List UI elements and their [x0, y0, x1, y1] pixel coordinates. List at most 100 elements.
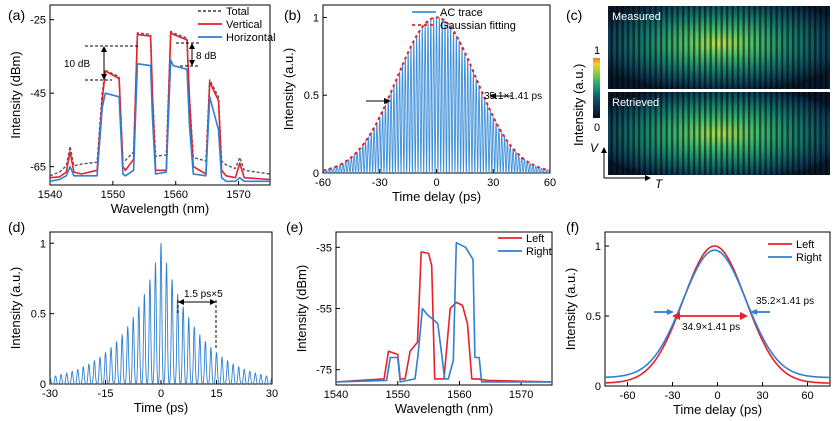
panel-a-annotation-8db: 8 dB	[176, 42, 217, 67]
b-xtick-label: -30	[372, 177, 388, 189]
a-ytick-label: -65	[30, 162, 46, 174]
f-legend-label: Left	[796, 239, 814, 251]
e-ytick-label: -75	[316, 365, 332, 377]
panel-e: (e) 1540 1550 1560 1570 -35 -55 -75 Wavelength …	[286, 219, 553, 416]
panel-a-annotation-10db: 10 dB	[64, 45, 138, 81]
heatmap-retrieved: Retrieved	[608, 92, 830, 175]
panel-e-label: (e)	[286, 219, 303, 235]
heatmap-measured-fringes	[608, 6, 830, 89]
a-arrowhead-down	[101, 74, 107, 80]
d-arrowhead-right	[210, 299, 216, 305]
panel-e-axes: 1540 1550 1560 1570 -35 -55 -75 Wavelength (nm)…	[294, 231, 553, 416]
panel-b-axes: -60 -30 0 30 60 0 0.5 1 Time delay (ps) Intensity…	[281, 4, 556, 204]
a-series-total	[49, 30, 271, 177]
colorbar-tick-1: 1	[594, 45, 600, 57]
panel-f-series	[605, 245, 831, 384]
b-ytick-label: 1	[313, 12, 319, 24]
a-arrowhead-up-2	[189, 43, 195, 49]
b-ylabel: Intensity (a.u.)	[281, 48, 296, 130]
f-annotation-left: 34.9×1.41 ps	[682, 322, 740, 333]
f-blue-arrowhead-right	[750, 309, 757, 315]
a-xtick-label: 1560	[163, 189, 187, 201]
f-blue-arrowhead-left	[667, 309, 674, 315]
e-legend-label: Left	[526, 233, 544, 245]
c-t-arrowhead	[645, 175, 651, 181]
b-arrowhead-left	[384, 98, 391, 104]
panel-a-axes: 1540 1550 1560 1570 -25 -45 -65 Wavelength (nm)…	[8, 4, 271, 216]
e-ytick-label: -35	[316, 242, 332, 254]
b-xlabel: Time delay (ps)	[392, 189, 481, 204]
panel-b-annotation: 35.1×1.41 ps	[366, 91, 542, 104]
f-xtick-label: -60	[620, 390, 636, 402]
a-plot-frame	[49, 4, 271, 186]
panel-d-series	[49, 242, 273, 385]
a-annotation-8db-text: 8 dB	[196, 51, 217, 62]
panel-f-label: (f)	[566, 219, 579, 235]
a-legend-label: Vertical	[226, 19, 262, 31]
panel-a: (a) 1540 1550 1560 1570 -25 -45 -65 Wavelength …	[8, 4, 276, 216]
a-xlabel: Wavelength (nm)	[111, 201, 210, 216]
panel-d: (d) -30 -15 0 15 30 0 0.5 1 Time (ps) Intensity (…	[8, 219, 278, 415]
e-legend-label: Right	[526, 246, 552, 258]
d-xtick-label: -30	[42, 388, 58, 400]
f-legend-label: Right	[796, 252, 822, 264]
f-ytick-label: 0.5	[586, 311, 601, 323]
b-annotation-text: 35.1×1.41 ps	[484, 91, 542, 102]
f-xlabel: Time delay (ps)	[673, 402, 762, 417]
e-xtick-label: 1540	[324, 389, 348, 401]
e-xlabel: Wavelength (nm)	[395, 401, 494, 416]
d-xlabel: Time (ps)	[134, 400, 188, 415]
f-xtick-label: -30	[665, 390, 681, 402]
b-arrowhead-right	[489, 93, 496, 99]
f-red-arrowhead-left	[672, 312, 680, 320]
panel-f-annotation: 35.2×1.41 ps 34.9×1.41 ps	[654, 296, 814, 333]
panel-f: (f) -60 -30 0 30 60 0 0.5 1 Time delay (ps) Inten…	[563, 219, 831, 417]
f-ylabel: Intensity (a.u.)	[563, 268, 578, 350]
c-v-label: V	[590, 141, 599, 155]
panel-c: (c)	[566, 6, 830, 191]
panel-b-series	[322, 16, 551, 174]
b-legend-label: Gaussian fitting	[440, 20, 516, 32]
e-series-left	[335, 251, 553, 383]
f-red-arrowhead-right	[740, 312, 748, 320]
a-ytick-label: -25	[30, 15, 46, 27]
f-series-left	[605, 245, 831, 384]
b-xtick-label: 60	[544, 177, 556, 189]
panel-b-label: (b)	[284, 7, 301, 23]
d-xtick-label: 30	[266, 388, 278, 400]
d-ytick-label: 0	[40, 379, 46, 391]
e-xtick-label: 1570	[509, 389, 533, 401]
d-ytick-label: 0.5	[31, 309, 46, 321]
c-axes-arrows: V T	[590, 141, 664, 191]
panel-d-label: (d)	[8, 219, 25, 235]
f-xtick-label: 30	[756, 390, 768, 402]
colorbar-gradient	[593, 58, 600, 118]
b-legend-label: AC trace	[440, 7, 483, 19]
d-annotation-text: 1.5 ps×5	[184, 289, 223, 300]
panel-a-label: (a)	[8, 7, 25, 23]
colorbar-label: Intensity (a.u.)	[571, 64, 586, 146]
b-xtick-label: -60	[315, 177, 331, 189]
panel-c-label: (c)	[566, 7, 582, 23]
a-series-vertical	[49, 31, 271, 181]
d-xtick-label: -15	[98, 388, 114, 400]
e-ylabel: Intensity (dBm)	[294, 265, 309, 352]
heatmap-measured: Measured	[608, 6, 830, 89]
a-ylabel: Intensity (dBm)	[8, 51, 23, 138]
a-legend-label: Horizontal	[226, 32, 276, 44]
heatmap-retrieved-fringes	[608, 92, 830, 175]
panel-e-series	[335, 241, 553, 383]
b-xtick-label: 0	[433, 177, 439, 189]
c-t-label: T	[655, 177, 664, 191]
a-ytick-label: -45	[30, 88, 46, 100]
e-xtick-label: 1550	[385, 389, 409, 401]
panel-d-annotation: 1.5 ps×5	[177, 289, 223, 348]
e-plot-frame	[335, 231, 553, 386]
e-xtick-label: 1560	[447, 389, 471, 401]
a-xtick-label: 1540	[38, 189, 62, 201]
panel-b: (b) -60 -30 0 30 60 0 0.5 1 Time delay (ps) Inten…	[281, 4, 556, 204]
